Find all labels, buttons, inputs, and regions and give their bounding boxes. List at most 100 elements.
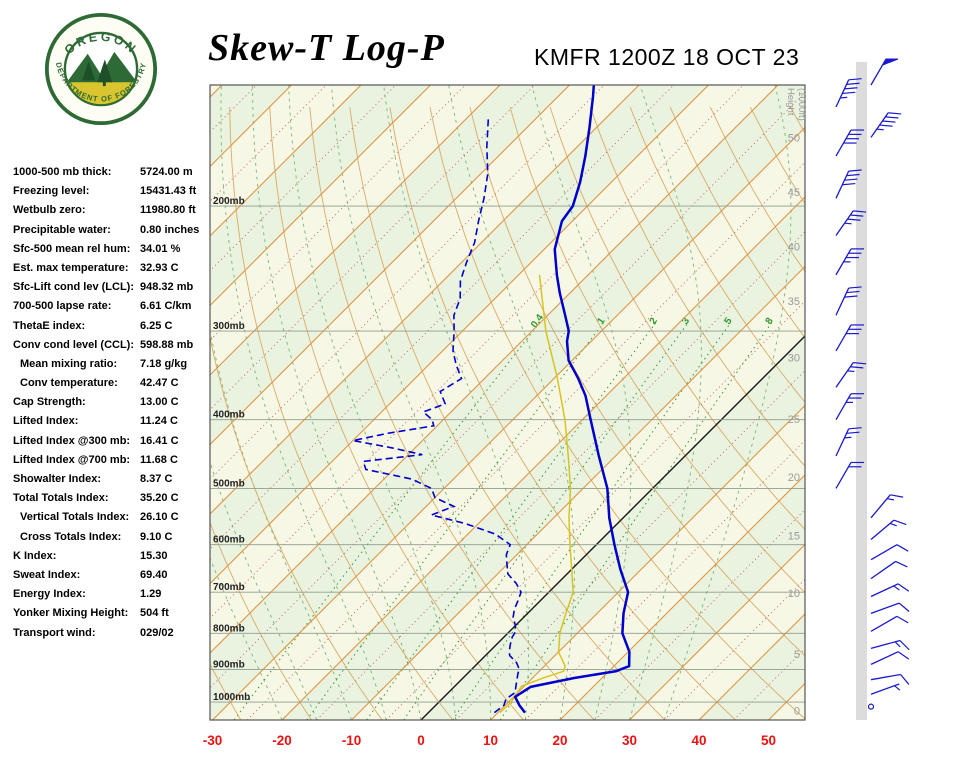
index-label: Est. max temperature: xyxy=(13,261,129,274)
index-label: Freezing level: xyxy=(13,185,90,198)
index-value: 69.40 xyxy=(140,568,168,581)
index-row: ThetaE index: 6.25 C xyxy=(13,320,211,339)
pressure-gridlines xyxy=(210,205,805,703)
height-tick-label: 15 xyxy=(788,530,800,542)
height-tick-label: 35 xyxy=(788,296,800,308)
index-label: Showalter Index: xyxy=(13,473,102,485)
index-row: Conv temperature: 42.47 C xyxy=(13,377,211,396)
index-label: Conv cond level (CCL): xyxy=(13,338,135,351)
index-row: Energy Index: 1.29 xyxy=(13,588,211,607)
index-value: 26.10 C xyxy=(140,511,179,524)
height-tick-label: 45 xyxy=(788,187,800,199)
pressure-label: 400mb xyxy=(213,410,245,421)
pressure-label: 500mb xyxy=(213,478,245,489)
index-row: Sfc-500 mean rel hum: 34.01 % xyxy=(13,243,211,262)
index-label: 700-500 lapse rate: xyxy=(13,300,112,313)
index-value: 598.88 mb xyxy=(140,338,194,351)
index-label: Conv temperature: xyxy=(20,377,118,390)
dotted-isotherms xyxy=(210,85,805,720)
mixing-ratio-label: 1 xyxy=(595,315,607,326)
index-value: 6.25 C xyxy=(140,319,173,332)
page-title: Skew-T Log-P xyxy=(208,27,445,69)
index-value: 9.10 C xyxy=(140,530,173,543)
index-value: 1.29 xyxy=(140,588,162,601)
wind-barbs xyxy=(835,58,910,710)
temp-axis-label: 0 xyxy=(417,733,425,748)
temp-axis-label: 20 xyxy=(552,733,567,748)
index-label: Energy Index: xyxy=(13,588,86,601)
index-row: 700-500 lapse rate: 6.61 C/km xyxy=(13,300,211,319)
temp-axis-label: 40 xyxy=(691,733,706,748)
index-label: Transport wind: xyxy=(13,626,96,639)
mixing-ratio-label: 5 xyxy=(722,315,734,326)
index-label: Sfc-500 mean rel hum: xyxy=(13,242,131,255)
height-tick-label: 10 xyxy=(788,588,800,600)
pressure-label: 1000mb xyxy=(213,692,250,703)
temp-axis-label: 30 xyxy=(622,733,637,748)
index-value: 6.61 C/km xyxy=(140,300,192,313)
index-value: 34.01 % xyxy=(140,242,181,255)
plot-area: 0.4 1 2 3 5 8 xyxy=(210,85,805,720)
index-label: K Index: xyxy=(13,549,57,562)
index-row: Transport wind: 029/02 xyxy=(13,627,211,646)
height-tick-label: 30 xyxy=(788,353,800,365)
pressure-label: 200mb xyxy=(213,196,245,207)
height-tick-label: 0 xyxy=(794,705,800,717)
temp-axis-label: -10 xyxy=(342,733,362,748)
mixing-ratio-label: 8 xyxy=(764,315,776,326)
index-value: 029/02 xyxy=(140,626,174,639)
index-label: Vertical Totals Index: xyxy=(20,511,130,524)
pressure-label: 900mb xyxy=(213,660,245,671)
index-label: Sfc-Lift cond lev (LCL): xyxy=(13,281,134,294)
right-strip xyxy=(856,62,867,720)
mixing-ratio-label: 2 xyxy=(648,315,660,326)
index-value: 42.47 C xyxy=(140,377,179,390)
index-row: 1000-500 mb thick: 5724.00 m xyxy=(13,166,211,185)
dry-adiabats xyxy=(210,106,805,720)
index-label: Precipitable water: xyxy=(13,223,111,236)
temp-axis-labels: -30 -20 -10 0 10 20 30 40 50 xyxy=(203,733,776,748)
index-value: 948.32 mb xyxy=(140,281,194,294)
isotherms xyxy=(210,85,805,720)
wetbulb-trace xyxy=(499,274,574,714)
index-row: Lifted Index @700 mb: 11.68 C xyxy=(13,454,211,473)
index-value: 8.37 C xyxy=(140,473,173,485)
index-value: 13.00 C xyxy=(140,396,179,409)
temp-axis-label: -30 xyxy=(203,733,223,748)
pressure-label: 300mb xyxy=(213,321,245,332)
index-row: Total Totals Index: 35.20 C xyxy=(13,492,211,511)
index-row: Precipitable water: 0.80 inches xyxy=(13,224,211,243)
pressure-label: 600mb xyxy=(213,535,245,546)
index-label: Lifted Index @300 mb: xyxy=(13,434,131,447)
temp-axis-label: -20 xyxy=(272,733,292,748)
indices-panel: 1000-500 mb thick: 5724.00 m Freezing leve… xyxy=(13,166,211,646)
station-datetime: KMFR 1200Z 18 OCT 23 xyxy=(534,44,800,70)
height-tick-label: 40 xyxy=(788,241,800,253)
height-axis-title: (1000ft) xyxy=(796,88,807,121)
height-axis-labels: 0 5 10 15 20 25 30 35 40 45 50 Height (1000ft) xyxy=(785,88,807,717)
index-row: Wetbulb zero: 11980.80 ft xyxy=(13,204,211,223)
height-tick-label: 20 xyxy=(788,472,800,484)
mixing-ratio-lines: 0.4 1 2 3 5 8 xyxy=(233,312,776,720)
index-row: Cap Strength: 13.00 C xyxy=(13,396,211,415)
moist-adiabats xyxy=(210,85,792,720)
height-tick-label: 25 xyxy=(788,414,800,426)
height-tick-label: 5 xyxy=(794,649,800,661)
odf-logo-icon: OREGON DEPARTMENT OF FORESTRY xyxy=(44,12,158,126)
mixing-ratio-label: 3 xyxy=(680,315,692,326)
index-row: Mean mixing ratio: 7.18 g/kg xyxy=(13,358,211,377)
index-label: Mean mixing ratio: xyxy=(20,357,118,370)
temp-axis-label: 50 xyxy=(761,733,776,748)
index-value: 11.68 C xyxy=(140,453,178,466)
logo-art xyxy=(65,51,137,105)
index-value: 5724.00 m xyxy=(140,166,193,178)
dewpoint-trace xyxy=(352,117,522,714)
pressure-label: 700mb xyxy=(213,582,245,593)
index-label: 1000-500 mb thick: xyxy=(13,166,112,178)
index-value: 11980.80 ft xyxy=(140,204,196,217)
index-row: K Index: 15.30 xyxy=(13,550,211,569)
index-value: 32.93 C xyxy=(140,261,179,274)
index-label: ThetaE index: xyxy=(13,319,86,332)
index-label: Lifted Index: xyxy=(13,415,79,428)
